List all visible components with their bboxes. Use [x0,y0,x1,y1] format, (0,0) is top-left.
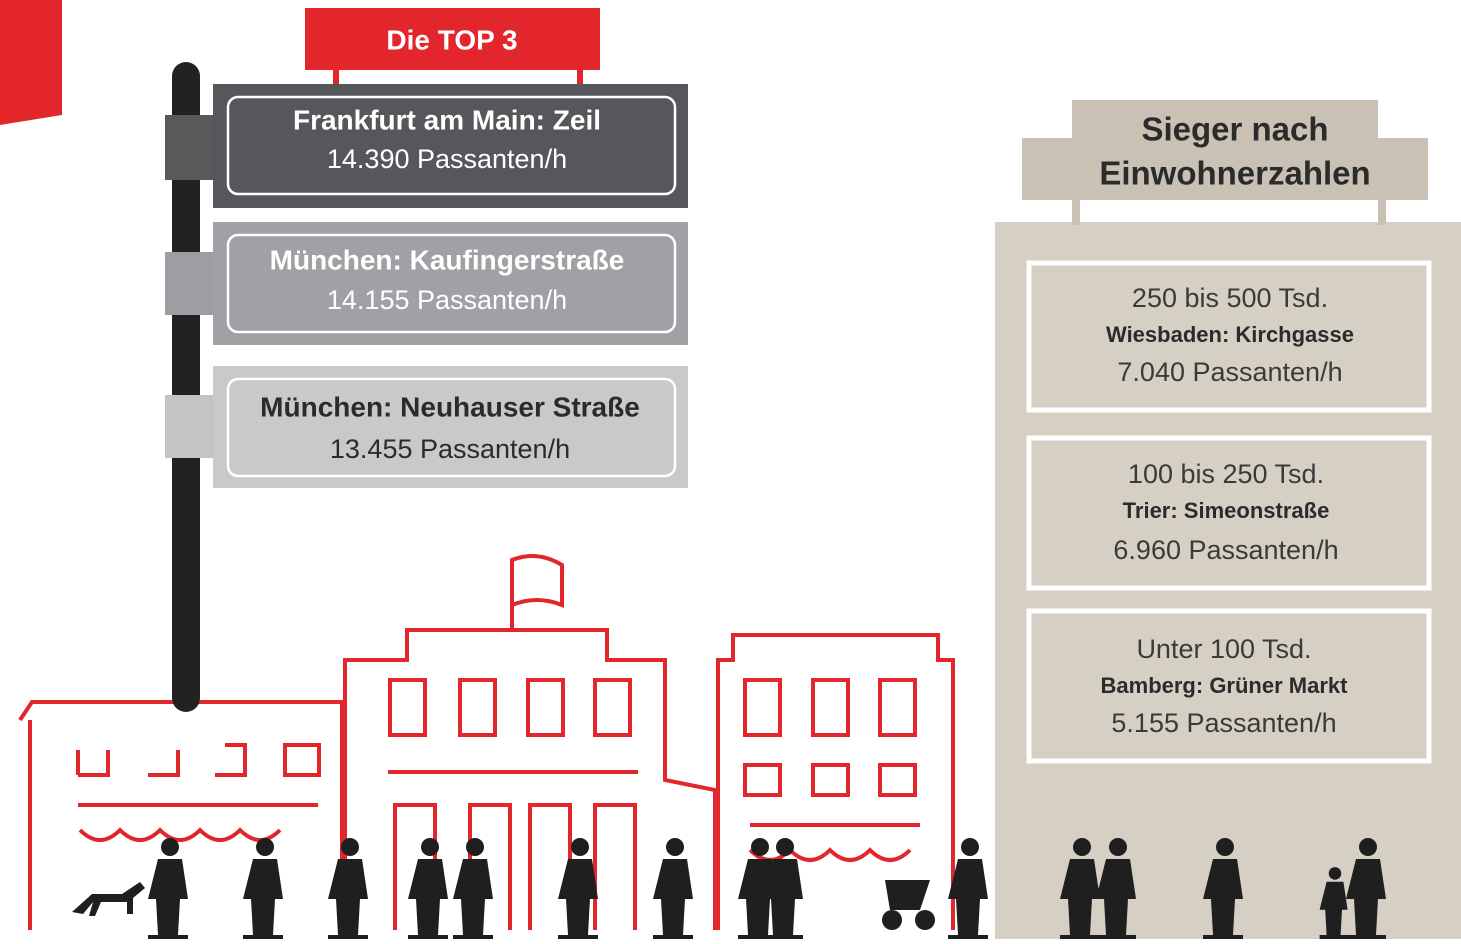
winner-boxes [1026,260,1432,764]
people [72,838,1386,943]
category: Unter 100 Tsd. [1136,634,1311,664]
street: Trier: Simeonstraße [1123,498,1330,523]
buildings [18,554,955,932]
street: Frankfurt am Main: Zeil [293,104,601,135]
count: 5.155 Passanten/h [1111,708,1336,738]
panel [995,222,1461,939]
panel-title: Einwohnerzahlen [1099,155,1370,192]
category: 250 bis 500 Tsd. [1132,283,1328,313]
street: München: Kaufingerstraße [270,244,625,275]
pole [172,62,200,712]
banner-leg [333,60,339,85]
panel-title: Sieger nach [1141,111,1328,148]
street: Wiesbaden: Kirchgasse [1106,322,1354,347]
panel-leg [1072,195,1080,225]
count: 13.455 Passanten/h [330,434,570,464]
sign-border [226,233,677,334]
street: Bamberg: Grüner Markt [1101,673,1349,698]
sign-border [226,377,677,478]
count: 14.155 Passanten/h [327,285,567,315]
banner-leg [577,60,583,85]
clamp [165,395,213,458]
corner-shape [0,0,62,125]
banner-title: Die TOP 3 [386,24,517,55]
sign [213,366,688,488]
sign [213,222,688,345]
category: 100 bis 250 Tsd. [1128,459,1324,489]
count: 7.040 Passanten/h [1117,357,1342,387]
count: 6.960 Passanten/h [1113,535,1338,565]
count: 14.390 Passanten/h [327,144,567,174]
street: München: Neuhauser Straße [260,391,640,422]
clamp [165,115,213,180]
panel-header [1072,100,1378,140]
banner [305,8,600,70]
clamp [165,252,213,315]
panel-header [1022,138,1428,200]
sign [213,84,688,208]
sign-border [226,95,677,196]
panel-leg [1378,195,1386,225]
